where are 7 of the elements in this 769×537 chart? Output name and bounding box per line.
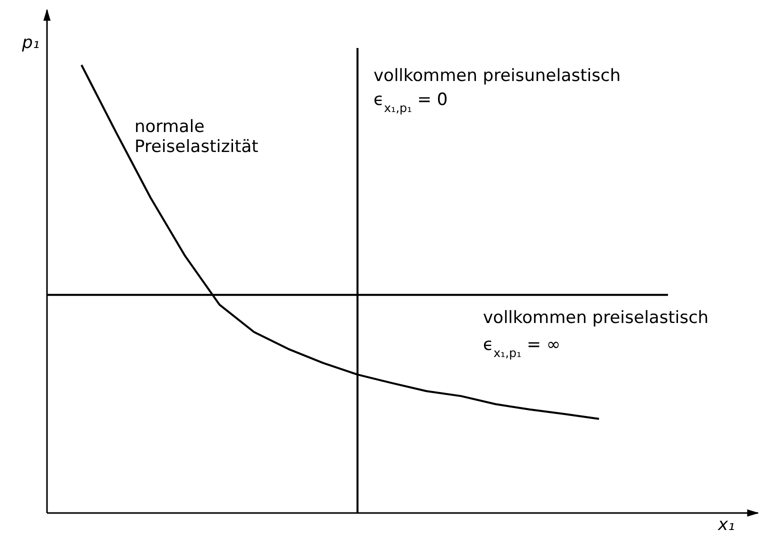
x-axis-title: x₁ <box>717 515 735 535</box>
y-axis-title: p₁ <box>21 33 40 53</box>
series-label: normale Preiselastizität <box>134 117 259 157</box>
annotation: vollkommen preisunelastisch <box>374 66 621 86</box>
series-label: vollkommen preiselastisch <box>483 308 709 328</box>
annotation: ϵ$_{x₁,p₁}$ = 0 <box>374 90 448 115</box>
annotation: ϵ$_{x₁,p₁}$ = ∞ <box>483 334 561 360</box>
